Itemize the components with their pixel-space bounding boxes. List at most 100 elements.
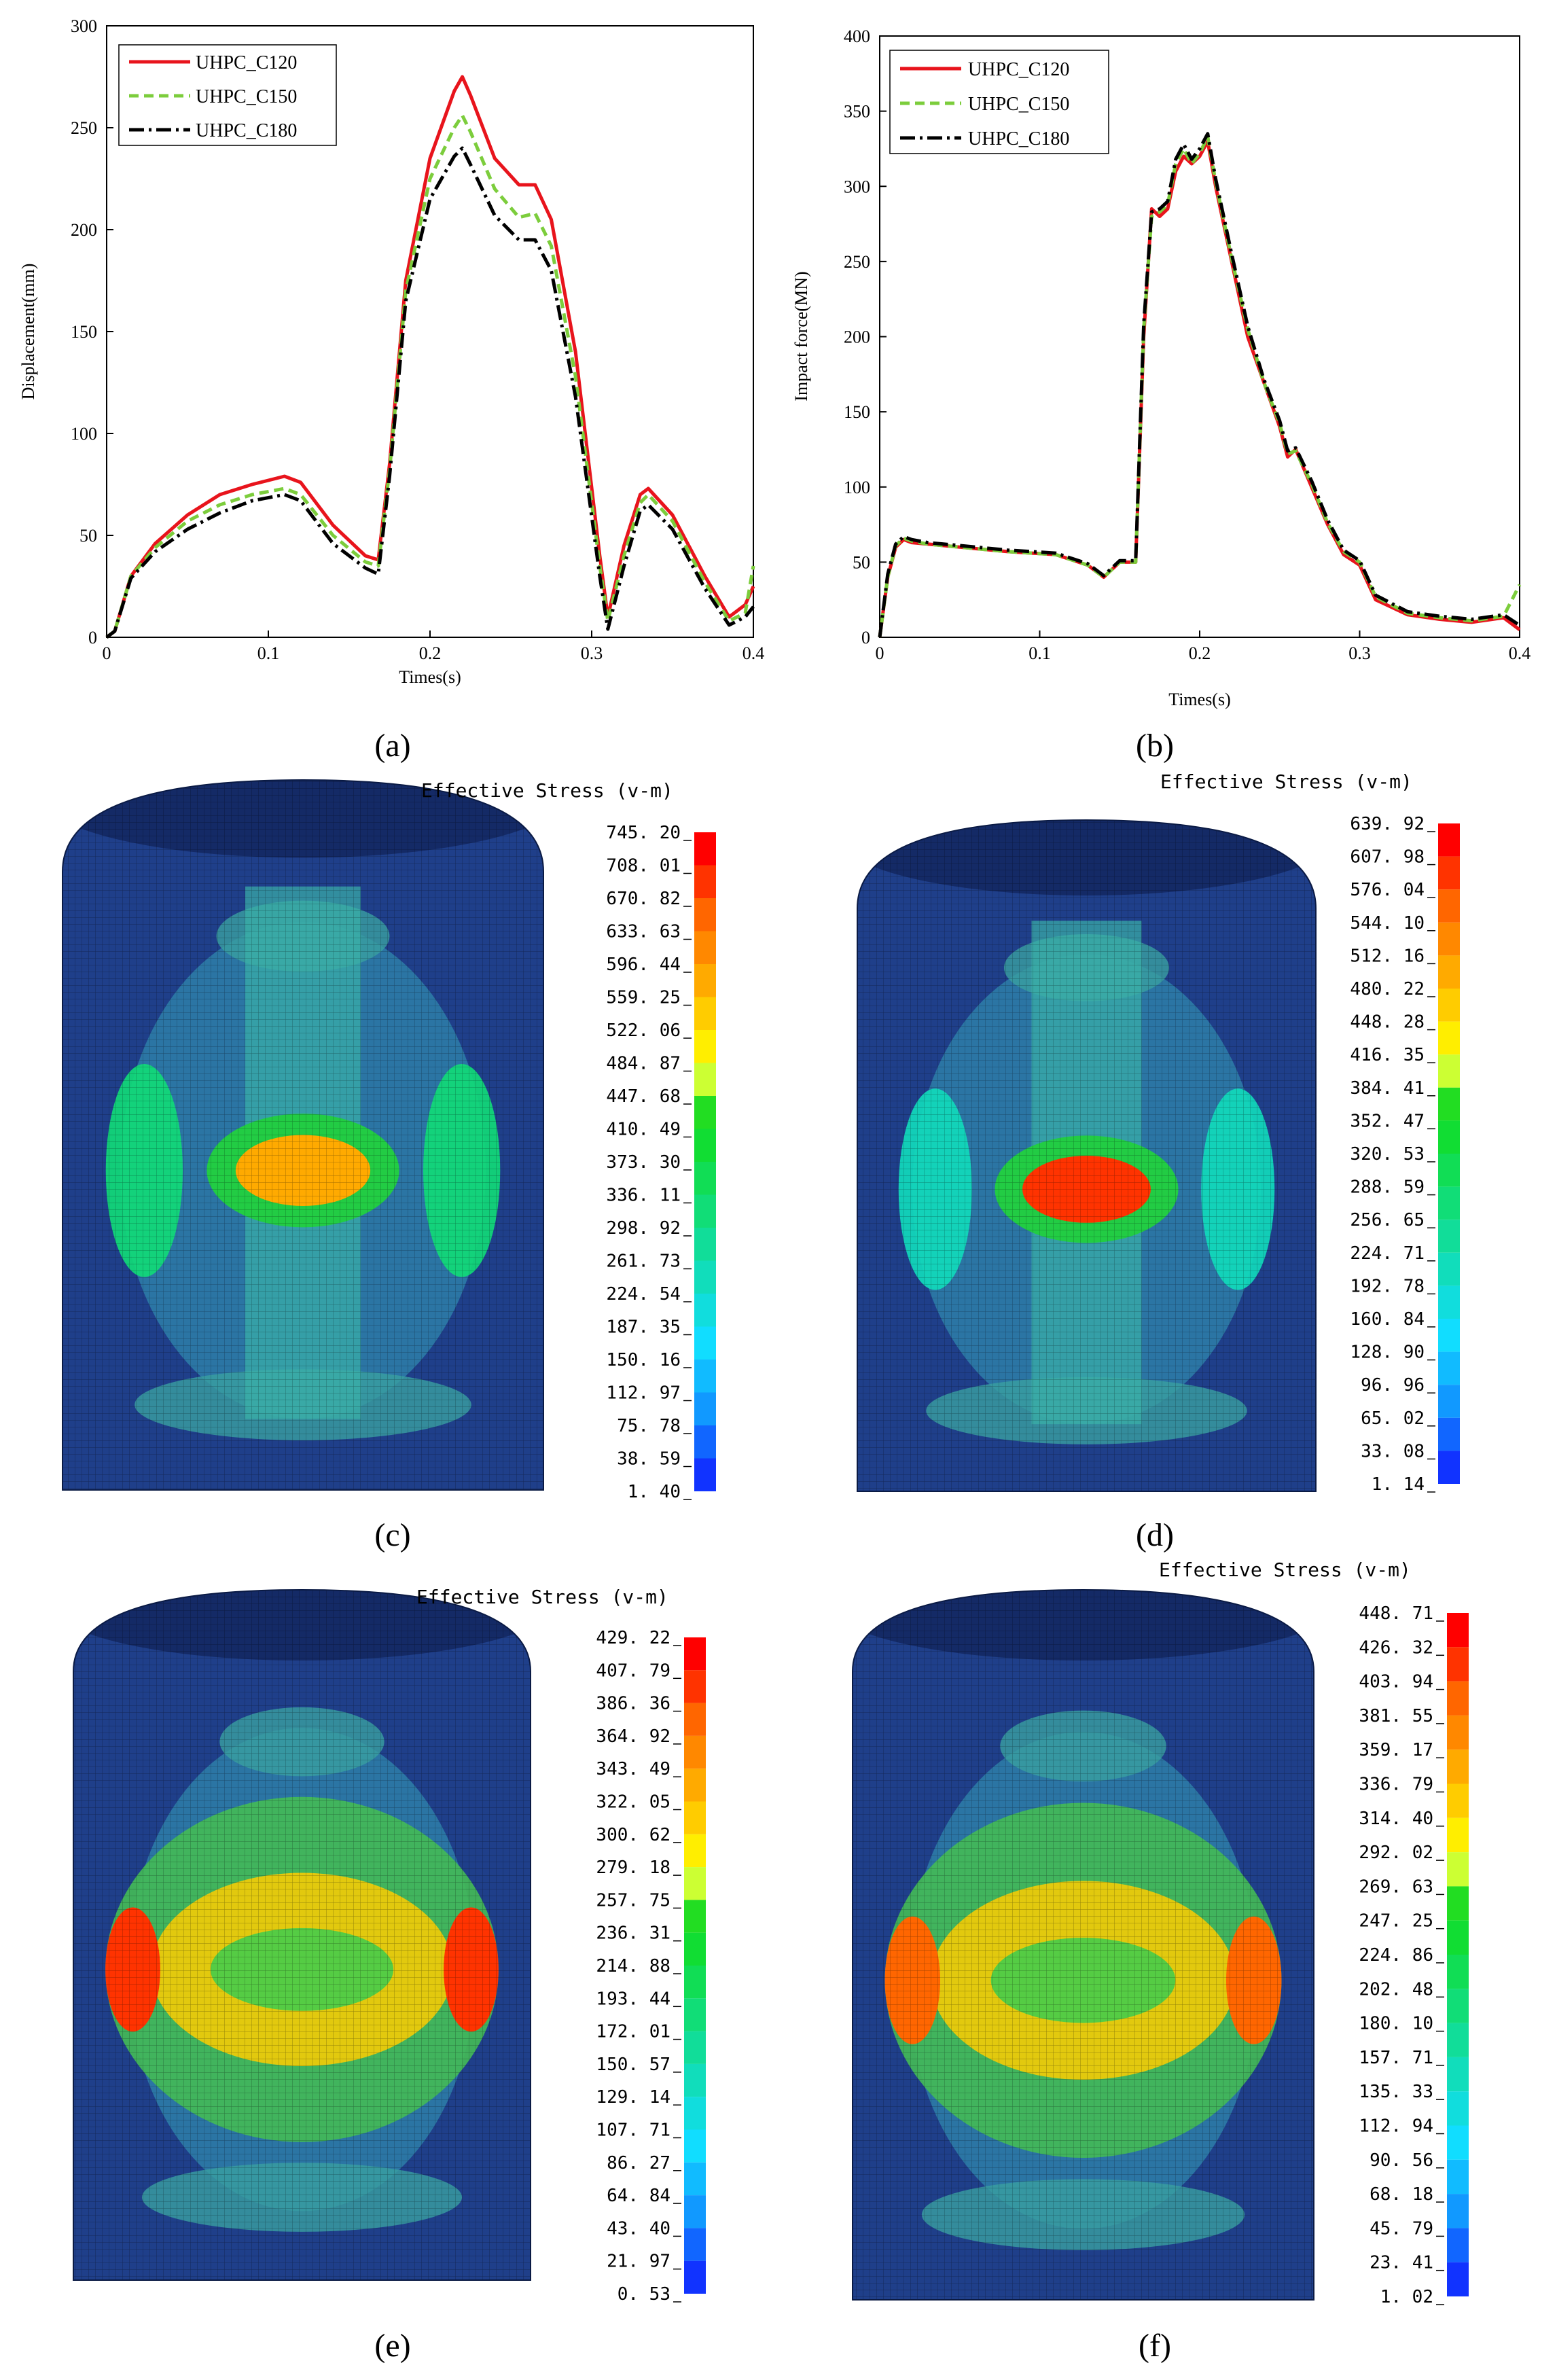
colorbar-label: 128. 90 — [1350, 1343, 1425, 1363]
colorbar-label: 202. 48 — [1359, 1979, 1433, 2000]
colorbar-segment — [1447, 1681, 1469, 1716]
y-tick-label: 250 — [71, 118, 97, 138]
legend-label: UHPC_C150 — [196, 86, 297, 107]
colorbar-label: 484. 87 — [606, 1054, 681, 1074]
colorbar-label: 364. 92 — [596, 1726, 670, 1747]
colorbar-segment — [1438, 1319, 1460, 1352]
colorbar-segment — [684, 2097, 706, 2130]
cylinder-outline — [73, 1588, 531, 2281]
series-UHPC_C150 — [105, 113, 755, 639]
colorbar-label: 447. 68 — [606, 1086, 681, 1107]
colorbar-segment — [694, 1392, 716, 1425]
colorbar-label: 292. 02 — [1359, 1843, 1433, 1863]
colorbar-label: 373. 30 — [606, 1152, 681, 1173]
colorbar-label: 247. 25 — [1359, 1911, 1433, 1932]
colorbar-label: 172. 01 — [596, 2022, 670, 2042]
y-tick-label: 0 — [861, 628, 870, 647]
cylinder-model — [857, 820, 1316, 1491]
colorbar-title: Effective Stress (v-m) — [1160, 770, 1412, 793]
y-tick-label: 250 — [844, 252, 870, 272]
series-UHPC_C180 — [105, 146, 755, 639]
colorbar-label: 403. 94 — [1359, 1672, 1433, 1692]
colorbar-label: 607. 98 — [1350, 847, 1425, 868]
colorbar-segment — [1447, 2057, 1469, 2092]
x-tick-label: 0.1 — [257, 643, 280, 663]
cylinder-outline — [62, 779, 544, 1491]
colorbar-segment — [694, 964, 716, 997]
colorbar-label: 112. 97 — [606, 1383, 681, 1404]
stress-contour-c: Effective Stress (v-m) 745. 20 708. 01 670.… — [62, 779, 716, 1553]
legend-label: UHPC_C120 — [196, 52, 297, 73]
colorbar-segment — [1438, 823, 1460, 857]
colorbar-label: 352. 47 — [1350, 1111, 1425, 1131]
colorbar-segment — [684, 1867, 706, 1900]
colorbar-segment — [1438, 1186, 1460, 1220]
stress-contour-d: Effective Stress (v-m) 639. 92 607. 98 576.… — [857, 770, 1460, 1553]
panel-label: (f) — [1139, 2328, 1171, 2364]
colorbar-segment — [1438, 889, 1460, 923]
y-axis-label: Displacement(mm) — [18, 264, 38, 400]
x-tick-label: 0 — [103, 643, 111, 663]
colorbar-segment — [684, 2195, 706, 2228]
colorbar-segment — [1438, 1451, 1460, 1484]
displacement-chart: 0 0.1 0.2 0.3 0.4 0 50 100 150 200 250 300 Displace… — [18, 16, 764, 764]
colorbar-segment — [684, 2063, 706, 2097]
colorbar-title: Effective Stress (v-m) — [1159, 1559, 1411, 1581]
colorbar-segment — [694, 1129, 716, 1162]
series-UHPC_C180 — [878, 132, 1521, 638]
cylinder-model — [73, 1590, 531, 2280]
colorbar-segment — [694, 1030, 716, 1063]
colorbar-label: 745. 20 — [606, 823, 681, 843]
cylinder-model — [853, 1590, 1314, 2300]
x-tick-label: 0.2 — [419, 643, 442, 663]
colorbar-segment — [1447, 2159, 1469, 2195]
colorbar-segment — [694, 1425, 716, 1459]
colorbar-label: 576. 04 — [1350, 880, 1425, 900]
y-tick-label: 150 — [71, 322, 97, 342]
legend-label: UHPC_C180 — [196, 120, 297, 141]
colorbar-label: 298. 92 — [606, 1218, 681, 1239]
colorbar-label: 288. 59 — [1350, 1177, 1425, 1198]
colorbar-label: 269. 63 — [1359, 1877, 1433, 1897]
x-tick-label: 0.2 — [1189, 643, 1211, 663]
colorbar-segment — [694, 1194, 716, 1228]
colorbar-label: 384. 41 — [1350, 1078, 1425, 1099]
colorbar-segment — [1447, 2262, 1469, 2296]
y-tick-label: 100 — [844, 478, 870, 497]
colorbar-segment — [1447, 2228, 1469, 2262]
colorbar-label: 708. 01 — [606, 856, 681, 876]
colorbar-segment — [1438, 1385, 1460, 1418]
colorbar-label: 135. 33 — [1359, 2082, 1433, 2102]
colorbar-label: 257. 75 — [596, 1890, 670, 1911]
colorbar-label: 359. 17 — [1359, 1740, 1433, 1760]
colorbar-label: 320. 53 — [1350, 1144, 1425, 1165]
colorbar-segment — [1438, 1087, 1460, 1121]
colorbar-segment — [1438, 1154, 1460, 1187]
y-tick-label: 200 — [844, 327, 870, 347]
colorbar-label: 187. 35 — [606, 1317, 681, 1338]
colorbar-segment — [684, 2129, 706, 2163]
colorbar-label: 300. 62 — [596, 1825, 670, 1845]
colorbar-segment — [1447, 1613, 1469, 1648]
colorbar-label: 224. 86 — [1359, 1945, 1433, 1966]
colorbar-label: 410. 49 — [606, 1120, 681, 1140]
colorbar-label: 279. 18 — [596, 1858, 670, 1878]
x-tick-label: 0 — [876, 643, 884, 663]
colorbar-segment — [694, 1260, 716, 1294]
legend-label: UHPC_C120 — [968, 59, 1069, 80]
colorbar-segment — [684, 1735, 706, 1769]
colorbar-label: 65. 02 — [1361, 1408, 1425, 1429]
y-tick-label: 400 — [844, 26, 870, 46]
cylinder-outline — [852, 1588, 1314, 2301]
series-UHPC_C150 — [878, 135, 1522, 638]
series-lines — [105, 75, 755, 639]
colorbar-label: 381. 55 — [1359, 1706, 1433, 1726]
colorbar-segment — [684, 2260, 706, 2294]
colorbar-label: 261. 73 — [606, 1251, 681, 1272]
colorbar-label: 192. 78 — [1350, 1276, 1425, 1296]
colorbar-label: 43. 40 — [607, 2218, 670, 2239]
y-tick-label: 0 — [88, 628, 97, 647]
colorbar-label: 386. 36 — [596, 1694, 670, 1714]
mesh-grid — [73, 1590, 531, 2280]
